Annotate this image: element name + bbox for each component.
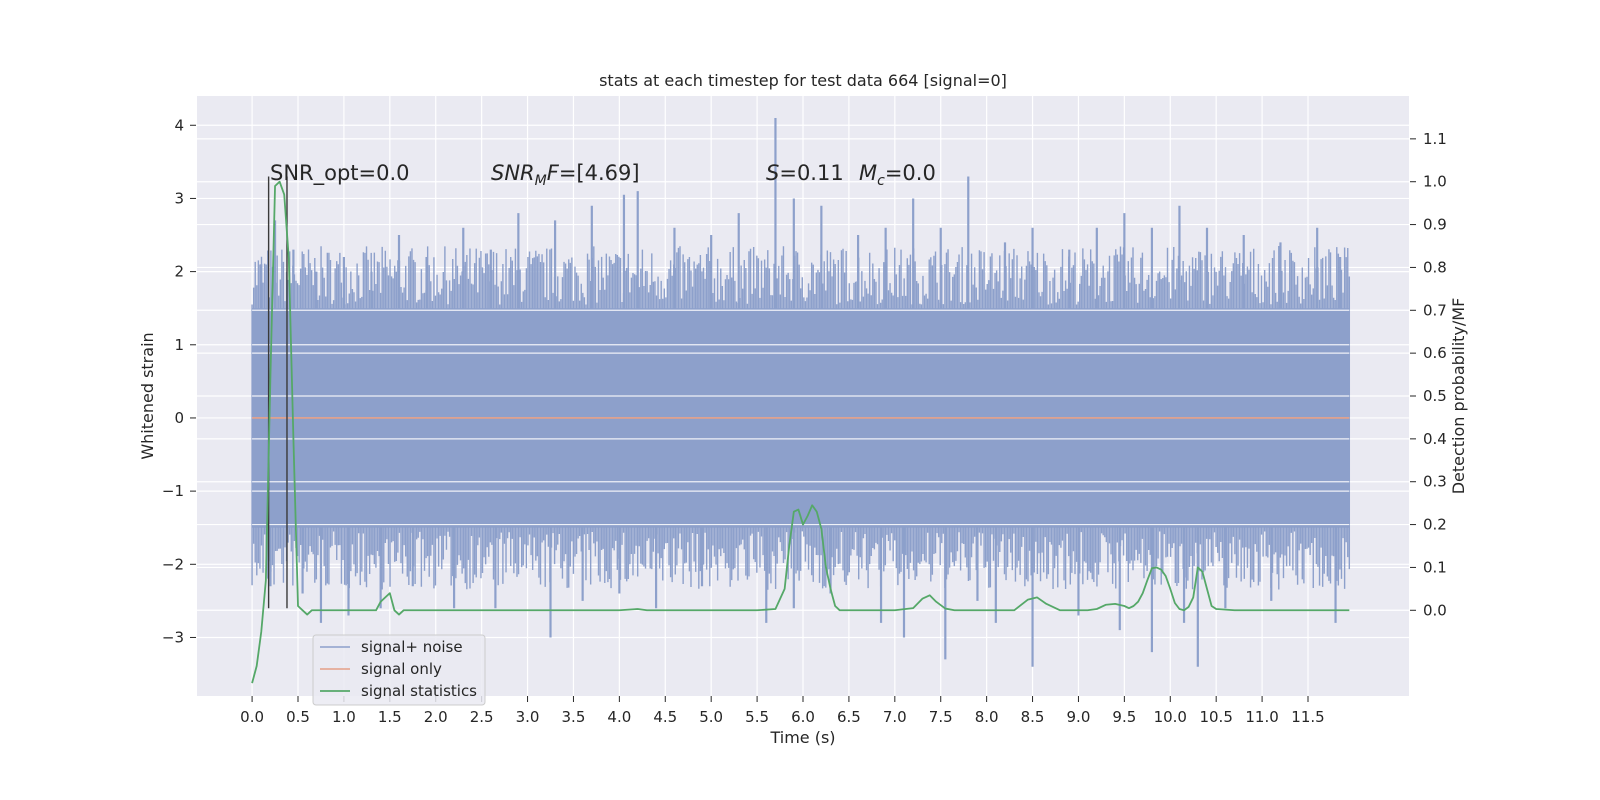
- legend-label-signal-noise: signal+ noise: [361, 638, 463, 656]
- legend: signal+ noise signal only signal statist…: [312, 634, 486, 706]
- y2-tick-label: 0.0: [1423, 601, 1447, 619]
- y2-axis-label: Detection probability/MF: [1449, 298, 1468, 495]
- x-tick-label: 6.0: [791, 708, 815, 726]
- legend-label-signal-statistics: signal statistics: [361, 682, 477, 700]
- y-tick-label: −1: [162, 482, 184, 500]
- x-tick-label: 10.5: [1199, 708, 1232, 726]
- x-tick-label: 0.0: [240, 708, 264, 726]
- y2-tick-label: 0.4: [1423, 430, 1447, 448]
- x-tick-label: 4.5: [653, 708, 677, 726]
- x-tick-label: 0.5: [286, 708, 310, 726]
- snr-mf-value: =[4.69]: [559, 161, 640, 185]
- legend-box: [312, 634, 486, 706]
- y-tick-label: 1: [174, 336, 184, 354]
- s-value: =0.11: [779, 161, 843, 185]
- x-tick-label: 11.0: [1245, 708, 1278, 726]
- marker-lines: [267, 176, 288, 609]
- x-tick-label: 10.0: [1154, 708, 1187, 726]
- x-tick-label: 7.0: [883, 708, 907, 726]
- y-axis-label: Whitened strain: [138, 332, 157, 459]
- x-tick-label: 8.0: [975, 708, 999, 726]
- x-tick-label: 4.0: [607, 708, 631, 726]
- x-tick-label: 3.0: [516, 708, 540, 726]
- signal-statistics-line: [251, 180, 1350, 684]
- snr-mf-annotation: SNRMF=[4.69]: [491, 161, 640, 189]
- x-tick-label: 8.5: [1021, 708, 1045, 726]
- y2-tick-label: 0.6: [1423, 344, 1447, 362]
- y2-tick-label: 0.3: [1423, 473, 1447, 491]
- x-tick-label: 9.0: [1067, 708, 1091, 726]
- x-tick-label: 5.0: [699, 708, 723, 726]
- x-tick-label: 11.5: [1291, 708, 1324, 726]
- y2-tick-label: 1.0: [1423, 173, 1447, 191]
- mc-annotation: Mc=0.0: [859, 161, 936, 189]
- signal-statistics-series: [251, 180, 1350, 684]
- y2-tick-label: 0.2: [1423, 516, 1447, 534]
- y-tick-label: 4: [174, 116, 184, 134]
- y2-tick-label: 0.1: [1423, 558, 1447, 576]
- y2-tick-label: 1.1: [1423, 130, 1447, 148]
- y2-tick-label: 0.9: [1423, 216, 1447, 234]
- y-tick-label: 3: [174, 189, 184, 207]
- x-tick-label: 2.0: [424, 708, 448, 726]
- x-tick-label: 2.5: [470, 708, 494, 726]
- x-tick-label: 5.5: [745, 708, 769, 726]
- mc-value: =0.0: [885, 161, 936, 185]
- x-axis-ticks: 0.0 0.5 1.0 1.5 2.0 2.5 3.0 3.5 4.0 4.5 5.0 5.5 6.0 6…: [240, 696, 1325, 726]
- y2-tick-label: 0.8: [1423, 258, 1447, 276]
- x-tick-label: 6.5: [837, 708, 861, 726]
- y-axis-ticks: 4 3 2 1 0 −1 −2 −3: [162, 116, 196, 646]
- snr-opt-annotation: SNR_opt=0.0: [270, 161, 410, 186]
- y-tick-label: 2: [174, 263, 184, 281]
- y2-axis-ticks: 1.1 1.0 0.9 0.8 0.7 0.6 0.5 0.4 0.3 0.2 0.1 0.0: [1410, 130, 1447, 619]
- y-tick-label: −3: [162, 628, 184, 646]
- x-tick-label: 9.5: [1112, 708, 1136, 726]
- x-tick-label: 1.5: [378, 708, 402, 726]
- y2-tick-label: 0.5: [1423, 387, 1447, 405]
- x-tick-label: 7.5: [929, 708, 953, 726]
- x-tick-label: 1.0: [332, 708, 356, 726]
- y-tick-label: −2: [162, 555, 184, 573]
- s-annotation: S=0.11: [766, 161, 844, 185]
- x-tick-label: 3.5: [562, 708, 586, 726]
- y2-tick-label: 0.7: [1423, 301, 1447, 319]
- x-axis-label: Time (s): [769, 728, 835, 747]
- y-tick-label: 0: [174, 409, 184, 427]
- chart-title: stats at each timestep for test data 664…: [599, 71, 1007, 90]
- legend-label-signal-only: signal only: [361, 660, 442, 678]
